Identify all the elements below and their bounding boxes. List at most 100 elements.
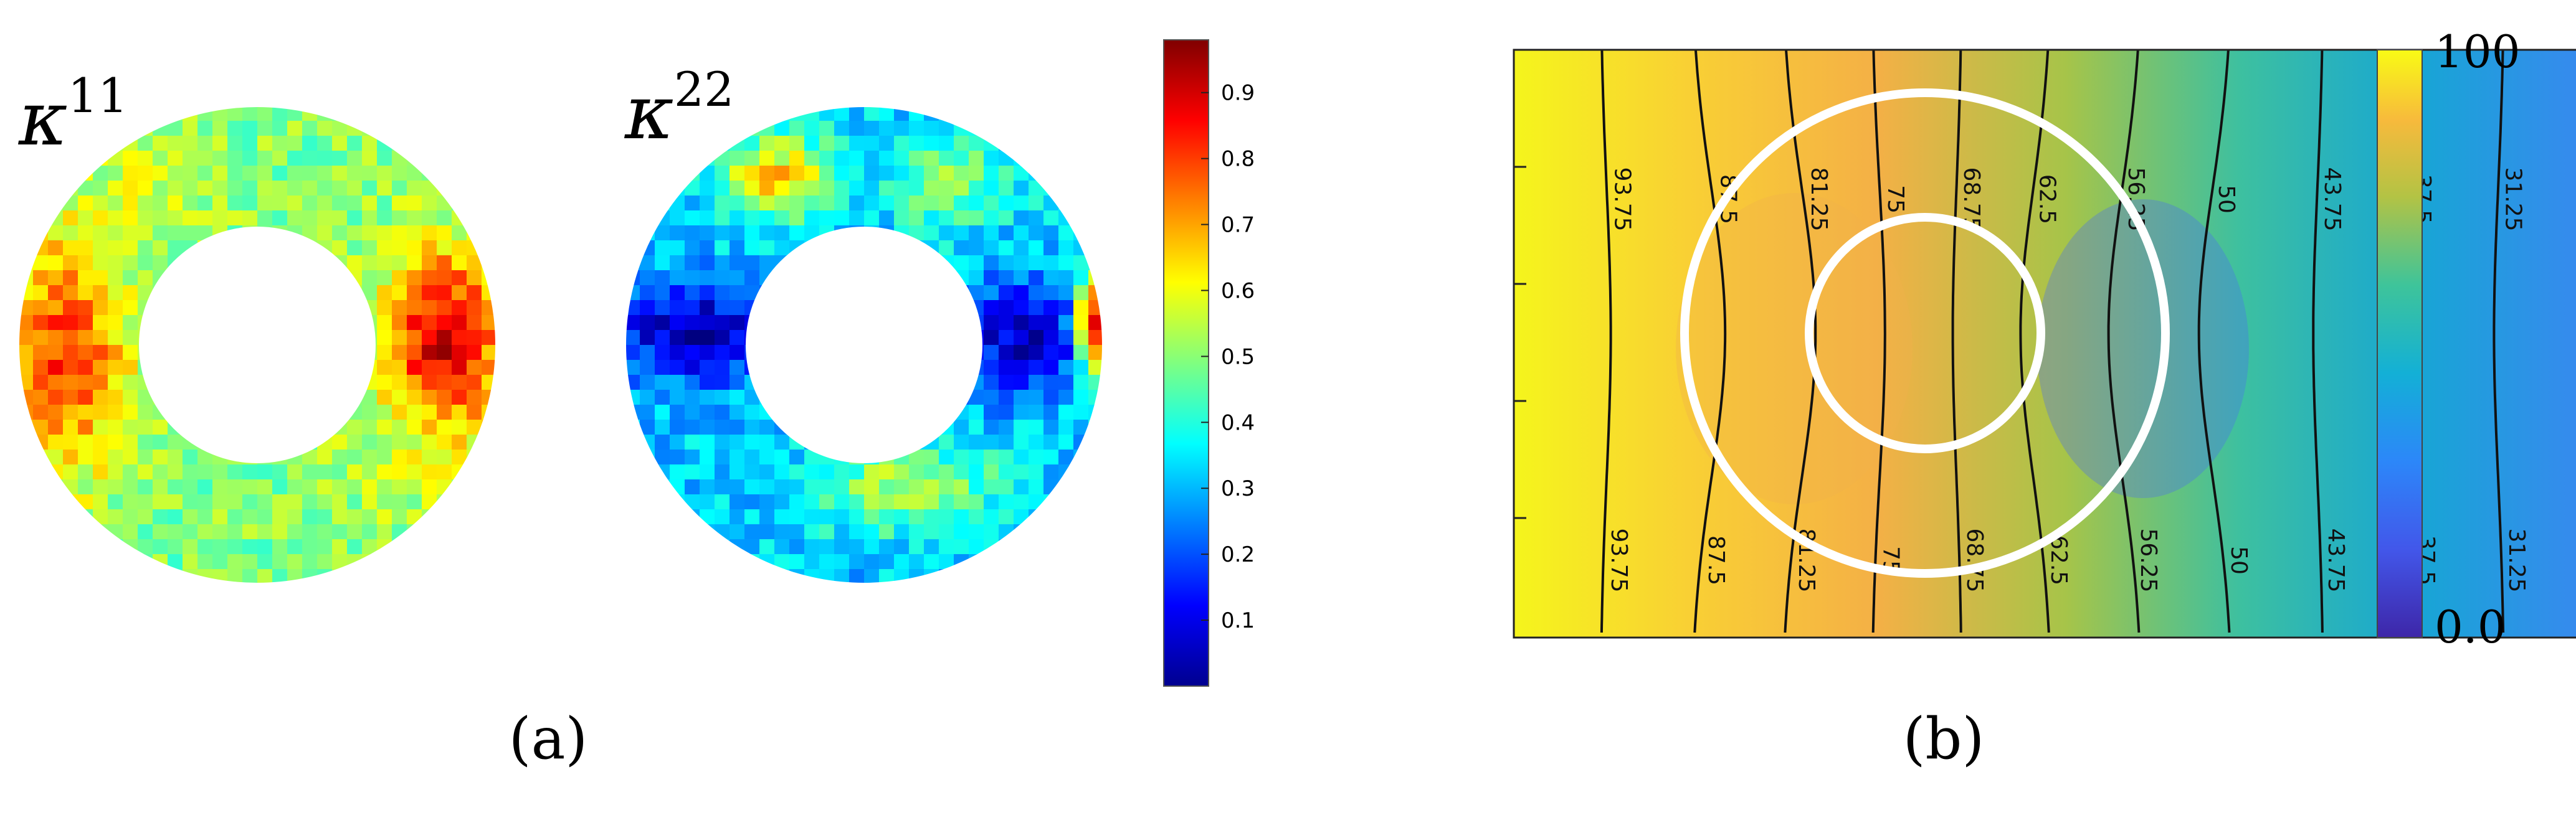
heatmap-cell: [78, 479, 93, 495]
heatmap-cell: [377, 494, 392, 510]
heatmap-cell: [377, 225, 392, 241]
heatmap-cell: [183, 450, 198, 465]
heatmap-cell: [685, 360, 700, 375]
heatmap-cell: [302, 210, 318, 226]
heatmap-cell: [849, 464, 865, 480]
heatmap-cell: [78, 181, 93, 196]
heatmap-cell: [1073, 360, 1089, 375]
heatmap-cell: [123, 300, 138, 316]
heatmap-cell: [257, 494, 273, 510]
heatmap-cell: [984, 450, 999, 465]
heatmap-cell: [730, 420, 745, 435]
heatmap-cell: [700, 479, 715, 495]
heatmap-cell: [685, 450, 700, 465]
heatmap-cell: [138, 240, 153, 256]
heatmap-cell: [819, 539, 835, 555]
heatmap-cell: [362, 405, 378, 420]
heatmap-cell: [879, 225, 895, 241]
colorbar-a-tick-label: 0.5: [1221, 344, 1255, 369]
heatmap-cell: [640, 360, 655, 375]
heatmap-cell: [153, 494, 168, 510]
heatmap-cell: [212, 121, 228, 136]
heatmap-cell: [744, 285, 760, 301]
heatmap-cell: [834, 509, 850, 525]
heatmap-cell: [317, 136, 333, 151]
heatmap-cell: [864, 524, 880, 540]
heatmap-cell: [407, 435, 422, 450]
heatmap-cell: [999, 181, 1014, 196]
heatmap-cell: [759, 151, 775, 166]
heatmap-cell: [954, 390, 969, 405]
heatmap-cell: [954, 375, 969, 390]
heatmap-cell: [969, 405, 984, 420]
heatmap-cell: [685, 166, 700, 181]
heatmap-cell: [999, 420, 1014, 435]
heatmap-cell: [33, 450, 49, 465]
heatmap-cell: [317, 151, 333, 166]
heatmap-cell: [183, 435, 198, 450]
heatmap-cell: [685, 225, 700, 241]
heatmap-cell: [1014, 225, 1029, 241]
heatmap-cell: [954, 405, 969, 420]
caption-a: (a): [509, 705, 588, 772]
heatmap-cell: [227, 509, 243, 525]
heatmap-cell: [347, 375, 363, 390]
heatmap-cell: [1088, 285, 1104, 301]
heatmap-cell: [197, 479, 213, 495]
heatmap-cell: [640, 270, 655, 286]
heatmap-cell: [242, 136, 258, 151]
heatmap-cell: [744, 181, 760, 196]
heatmap-cell: [123, 464, 138, 480]
heatmap-cell: [834, 494, 850, 510]
heatmap-cell: [183, 554, 198, 570]
heatmap-cell: [789, 210, 805, 226]
heatmap-cell: [984, 420, 999, 435]
heatmap-cell: [894, 240, 910, 256]
heatmap-cell: [108, 435, 123, 450]
heatmap-cell: [879, 539, 895, 555]
heatmap-cell: [924, 225, 939, 241]
heatmap-cell: [332, 420, 348, 435]
heatmap-cell: [33, 464, 49, 480]
heatmap-cell: [123, 494, 138, 510]
heatmap-cell: [804, 121, 820, 136]
heatmap-cell: [197, 196, 213, 211]
heatmap-cell: [969, 390, 984, 405]
heatmap-cell: [168, 136, 183, 151]
heatmap-cell: [347, 151, 363, 166]
heatmap-cell: [879, 569, 895, 585]
contour-line: [2019, 50, 2050, 633]
heatmap-cell: [437, 345, 452, 360]
heatmap-cell: [392, 255, 407, 271]
heatmap-cell: [864, 181, 880, 196]
heatmap-cell: [715, 524, 730, 540]
heatmap-cell: [894, 181, 910, 196]
heatmap-cell: [377, 435, 392, 450]
heatmap-cell: [242, 106, 258, 121]
heatmap-cell: [700, 420, 715, 435]
heatmap-cell: [670, 210, 685, 226]
heatmap-cell: [272, 569, 288, 585]
heatmap-cell: [197, 509, 213, 525]
heatmap-cell: [939, 240, 954, 256]
heatmap-cell: [407, 181, 422, 196]
heatmap-cell: [939, 509, 954, 525]
heatmap-cell: [123, 315, 138, 331]
heatmap-cell: [909, 494, 924, 510]
heatmap-cell: [257, 464, 273, 480]
heatmap-cell: [1073, 464, 1089, 480]
heatmap-cell: [332, 106, 348, 121]
heatmap-cell: [1029, 479, 1044, 495]
heatmap-cell: [625, 390, 640, 405]
heatmap-cell: [63, 420, 78, 435]
heatmap-cell: [849, 554, 865, 570]
heatmap-cell: [93, 450, 108, 465]
heatmap-cell: [227, 479, 243, 495]
heatmap-cell: [317, 255, 333, 271]
colorbar-a-tick-label: 0.9: [1221, 81, 1255, 106]
heatmap-cell: [954, 420, 969, 435]
heatmap-cell: [138, 450, 153, 465]
heatmap-cell: [452, 435, 467, 450]
heatmap-cell: [640, 225, 655, 241]
contour-label: 56.25: [2136, 528, 2161, 592]
